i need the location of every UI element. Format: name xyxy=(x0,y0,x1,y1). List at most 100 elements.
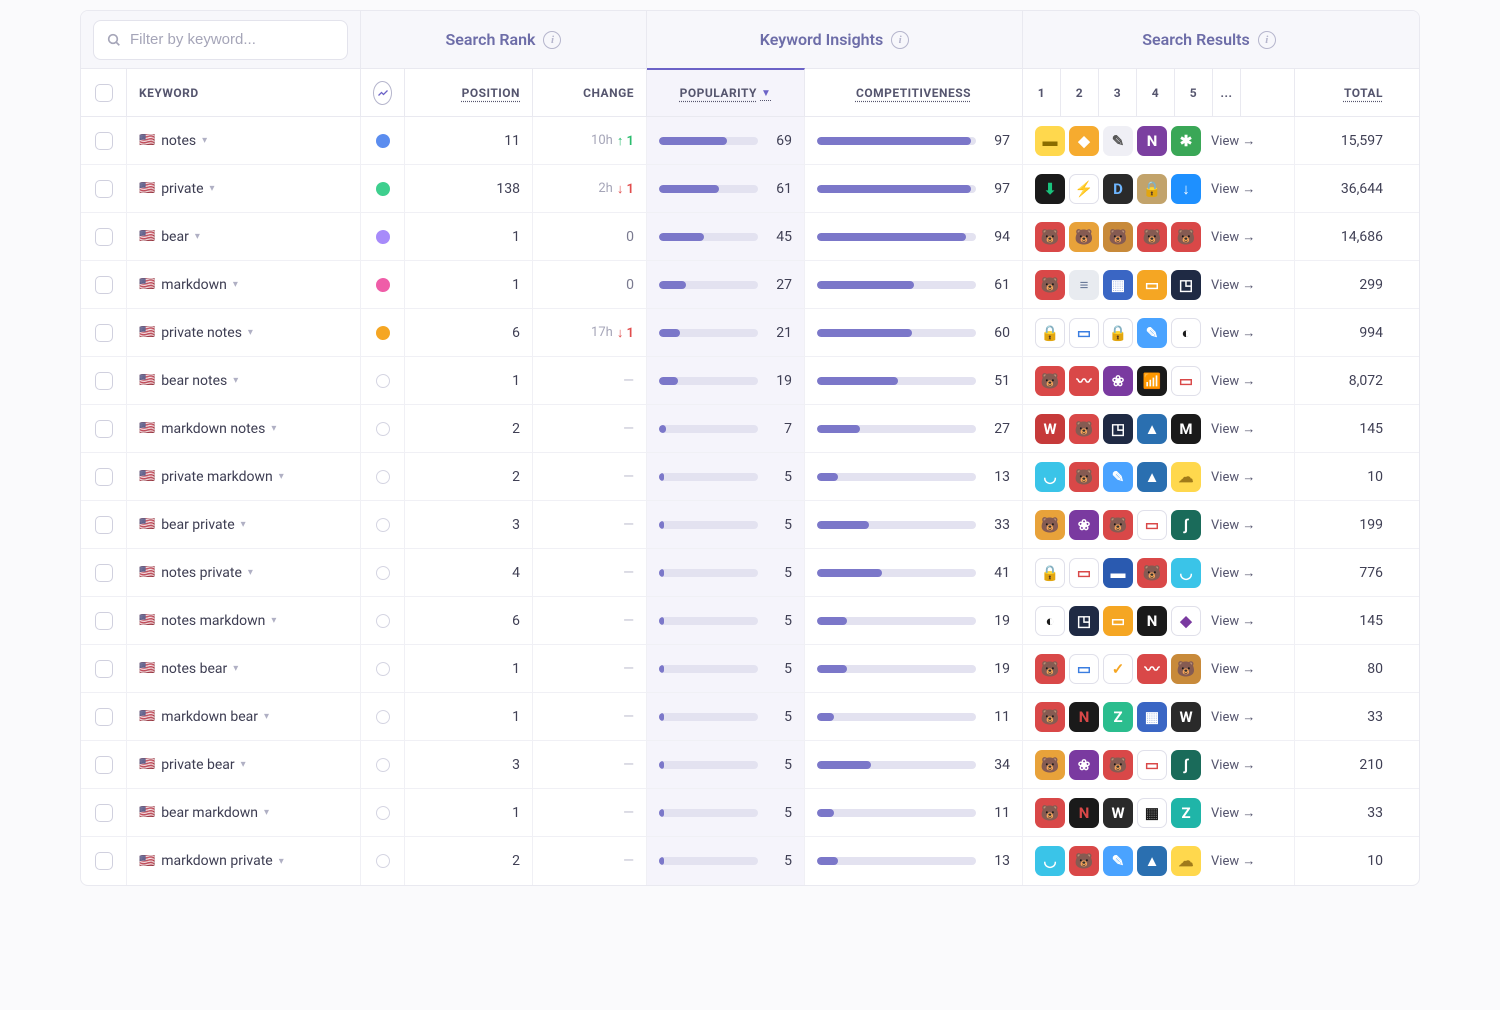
app-icon[interactable]: N xyxy=(1069,798,1099,828)
legend-dot-cell[interactable] xyxy=(361,357,405,404)
app-icon[interactable]: ◳ xyxy=(1171,270,1201,300)
legend-dot-cell[interactable] xyxy=(361,549,405,596)
view-link[interactable]: View → xyxy=(1211,133,1255,149)
checkbox[interactable] xyxy=(95,372,113,390)
legend-dot-cell[interactable] xyxy=(361,453,405,500)
app-icon[interactable]: 🐻 xyxy=(1137,558,1167,588)
checkbox[interactable] xyxy=(95,468,113,486)
app-icon[interactable]: W xyxy=(1103,798,1133,828)
keyword-cell[interactable]: 🇺🇸markdown bear▾ xyxy=(127,693,361,740)
legend-dot-cell[interactable] xyxy=(361,309,405,356)
header-popularity[interactable]: POPULARITY▼ xyxy=(647,68,805,116)
app-icon[interactable]: ❀ xyxy=(1103,366,1133,396)
app-icon[interactable]: W xyxy=(1171,702,1201,732)
app-icon[interactable]: 🐻 xyxy=(1069,414,1099,444)
view-link[interactable]: View → xyxy=(1211,421,1255,437)
app-icon[interactable]: ◆ xyxy=(1171,606,1201,636)
checkbox[interactable] xyxy=(95,228,113,246)
checkbox[interactable] xyxy=(95,660,113,678)
app-icon[interactable]: ▦ xyxy=(1137,702,1167,732)
app-icon[interactable]: ▭ xyxy=(1069,558,1099,588)
app-icon[interactable]: 🐻 xyxy=(1069,846,1099,876)
app-icon[interactable]: ▦ xyxy=(1103,270,1133,300)
app-icon[interactable]: ▬ xyxy=(1103,558,1133,588)
app-icon[interactable]: ◆ xyxy=(1069,126,1099,156)
header-position[interactable]: POSITION xyxy=(405,69,533,116)
app-icon[interactable]: ▦ xyxy=(1137,798,1167,828)
app-icon[interactable]: ▲ xyxy=(1137,462,1167,492)
checkbox[interactable] xyxy=(95,564,113,582)
app-icon[interactable]: ▭ xyxy=(1137,510,1167,540)
view-link[interactable]: View → xyxy=(1211,661,1255,677)
checkbox[interactable] xyxy=(95,804,113,822)
app-icon[interactable]: ◐ xyxy=(1171,318,1201,348)
checkbox[interactable] xyxy=(95,612,113,630)
legend-dot-cell[interactable] xyxy=(361,645,405,692)
view-link[interactable]: View → xyxy=(1211,469,1255,485)
header-change[interactable]: CHANGE xyxy=(533,69,647,116)
app-icon[interactable]: ▭ xyxy=(1103,606,1133,636)
app-icon[interactable]: ❀ xyxy=(1069,750,1099,780)
legend-dot-cell[interactable] xyxy=(361,405,405,452)
app-icon[interactable]: ✓ xyxy=(1103,654,1133,684)
checkbox[interactable] xyxy=(95,756,113,774)
app-icon[interactable]: ▭ xyxy=(1069,654,1099,684)
app-icon[interactable]: ❀ xyxy=(1069,510,1099,540)
view-link[interactable]: View → xyxy=(1211,277,1255,293)
info-icon[interactable]: i xyxy=(891,31,909,49)
checkbox[interactable] xyxy=(95,708,113,726)
legend-dot-cell[interactable] xyxy=(361,165,405,212)
app-icon[interactable]: 🔒 xyxy=(1035,558,1065,588)
keyword-cell[interactable]: 🇺🇸notes bear▾ xyxy=(127,645,361,692)
app-icon[interactable]: ▭ xyxy=(1137,750,1167,780)
app-icon[interactable]: ▲ xyxy=(1137,414,1167,444)
app-icon[interactable]: 🐻 xyxy=(1035,654,1065,684)
view-link[interactable]: View → xyxy=(1211,757,1255,773)
legend-dot-cell[interactable] xyxy=(361,693,405,740)
legend-dot-cell[interactable] xyxy=(361,261,405,308)
app-icon[interactable]: ↓ xyxy=(1171,174,1201,204)
info-icon[interactable]: i xyxy=(1258,31,1276,49)
app-icon[interactable]: ◡ xyxy=(1035,846,1065,876)
checkbox[interactable] xyxy=(95,516,113,534)
app-icon[interactable]: 🐻 xyxy=(1103,510,1133,540)
keyword-cell[interactable]: 🇺🇸private notes▾ xyxy=(127,309,361,356)
app-icon[interactable]: 🐻 xyxy=(1171,222,1201,252)
keyword-cell[interactable]: 🇺🇸private bear▾ xyxy=(127,741,361,788)
app-icon[interactable]: ✎ xyxy=(1103,462,1133,492)
app-icon[interactable]: ☁ xyxy=(1171,846,1201,876)
view-link[interactable]: View → xyxy=(1211,373,1255,389)
app-icon[interactable]: 🔒 xyxy=(1137,174,1167,204)
checkbox[interactable] xyxy=(95,852,113,870)
legend-dot-cell[interactable] xyxy=(361,597,405,644)
app-icon[interactable]: ∫ xyxy=(1171,510,1201,540)
checkbox[interactable] xyxy=(95,180,113,198)
app-icon[interactable]: ✎ xyxy=(1137,318,1167,348)
app-icon[interactable]: 🐻 xyxy=(1103,222,1133,252)
header-select-all[interactable] xyxy=(81,69,127,116)
app-icon[interactable]: 🐻 xyxy=(1035,510,1065,540)
app-icon[interactable]: ▲ xyxy=(1137,846,1167,876)
app-icon[interactable]: ☁ xyxy=(1171,462,1201,492)
view-link[interactable]: View → xyxy=(1211,805,1255,821)
app-icon[interactable]: ▭ xyxy=(1137,270,1167,300)
app-icon[interactable]: W xyxy=(1035,414,1065,444)
keyword-cell[interactable]: 🇺🇸bear▾ xyxy=(127,213,361,260)
keyword-cell[interactable]: 🇺🇸bear private▾ xyxy=(127,501,361,548)
legend-dot-cell[interactable] xyxy=(361,837,405,885)
header-competitiveness[interactable]: COMPETITIVENESS xyxy=(805,69,1023,116)
app-icon[interactable]: 🐻 xyxy=(1069,462,1099,492)
app-icon[interactable]: 🐻 xyxy=(1035,366,1065,396)
app-icon[interactable]: ⚡ xyxy=(1069,174,1099,204)
keyword-cell[interactable]: 🇺🇸notes markdown▾ xyxy=(127,597,361,644)
app-icon[interactable]: ∫ xyxy=(1171,750,1201,780)
header-keyword[interactable]: KEYWORD xyxy=(127,69,361,116)
app-icon[interactable]: 🔒 xyxy=(1103,318,1133,348)
app-icon[interactable]: 📶 xyxy=(1137,366,1167,396)
header-chart-toggle[interactable] xyxy=(361,69,405,116)
app-icon[interactable]: D xyxy=(1103,174,1133,204)
legend-dot-cell[interactable] xyxy=(361,789,405,836)
app-icon[interactable]: N xyxy=(1137,126,1167,156)
app-icon[interactable]: 〰 xyxy=(1137,654,1167,684)
checkbox[interactable] xyxy=(95,276,113,294)
